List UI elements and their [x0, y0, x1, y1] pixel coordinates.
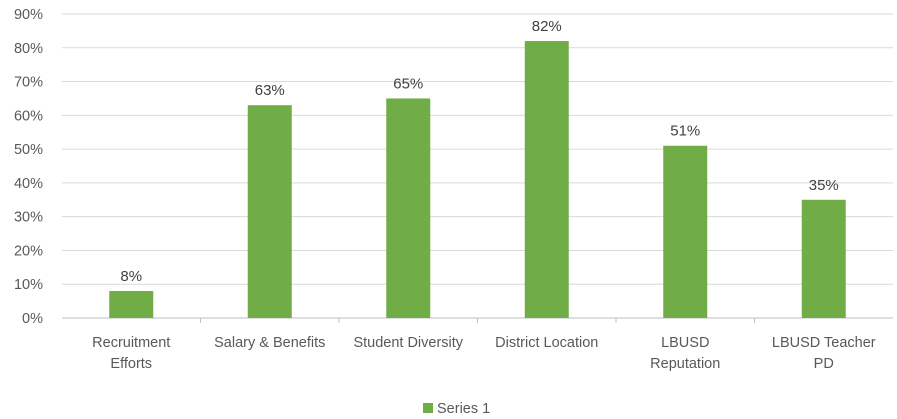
x-tick-label: Efforts	[110, 356, 152, 372]
x-tick-label: Salary & Benefits	[214, 335, 325, 351]
gridlines	[62, 13, 893, 319]
y-tick-label: 80%	[14, 41, 43, 57]
legend: Series 1	[423, 401, 490, 417]
legend-swatch-series-1	[423, 403, 433, 413]
x-tick-label: Recruitment	[92, 335, 170, 351]
y-tick-label: 50%	[14, 142, 43, 158]
x-tick-label: Student Diversity	[353, 335, 463, 351]
x-tick-label: District Location	[495, 335, 598, 351]
data-label: 51%	[670, 123, 700, 140]
y-tick-label: 30%	[14, 210, 43, 226]
y-tick-label: 0%	[22, 311, 43, 327]
bar	[386, 98, 431, 318]
bar	[109, 290, 154, 318]
bar	[663, 145, 708, 318]
y-tick-label: 40%	[14, 176, 43, 192]
bars	[109, 41, 846, 319]
x-axis: Recruitment Efforts Salary & Benefits Stude…	[92, 318, 876, 372]
legend-label-series-1: Series 1	[437, 401, 490, 417]
y-tick-label: 90%	[14, 7, 43, 23]
data-label: 35%	[809, 177, 839, 194]
bar	[801, 199, 846, 318]
data-label: 63%	[255, 82, 285, 99]
data-label: 8%	[120, 268, 142, 285]
y-tick-label: 70%	[14, 75, 43, 91]
data-labels: 8% 63% 65% 82% 51% 35%	[120, 18, 838, 285]
data-label: 65%	[393, 75, 423, 92]
x-tick-label: Reputation	[650, 356, 720, 372]
x-tick-label: LBUSD Teacher	[772, 335, 876, 351]
bar	[247, 105, 292, 318]
y-axis: 0% 10% 20% 30% 40% 50% 60% 70% 80% 90%	[14, 7, 43, 327]
bar	[524, 41, 569, 319]
data-label: 82%	[532, 18, 562, 35]
y-tick-label: 60%	[14, 108, 43, 124]
y-tick-label: 20%	[14, 243, 43, 259]
x-tick-label: LBUSD	[661, 335, 709, 351]
y-tick-label: 10%	[14, 277, 43, 293]
x-tick-label: PD	[814, 356, 834, 372]
